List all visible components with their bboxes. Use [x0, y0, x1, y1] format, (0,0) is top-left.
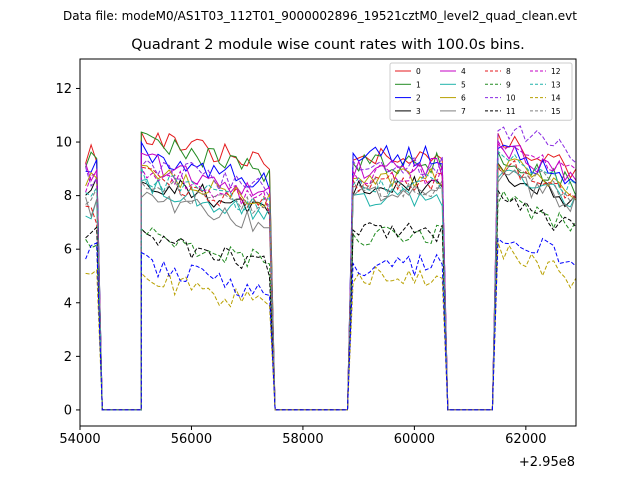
legend-label-12: 12	[551, 67, 561, 76]
plot-area	[79, 58, 577, 427]
y-tick-label: 2	[64, 350, 72, 365]
series-line-15	[85, 164, 577, 411]
legend-label-3: 3	[416, 107, 421, 116]
series-line-2d	[85, 237, 577, 411]
legend-label-10: 10	[506, 94, 516, 103]
y-tick-label: 6	[64, 243, 72, 258]
legend-label-9: 9	[506, 80, 511, 89]
x-tick-label: 62000	[505, 432, 546, 447]
data-file-suptitle: Data file: modeM0/AS1T03_112T01_90000028…	[63, 9, 577, 23]
y-tick-label: 10	[55, 136, 72, 151]
x-tick-label: 54000	[59, 432, 100, 447]
legend-label-5: 5	[461, 80, 466, 89]
y-tick-label: 0	[64, 403, 72, 418]
legend-label-7: 7	[461, 107, 466, 116]
y-axis: 0 2 4 6 8 10 12	[55, 82, 80, 418]
y-tick-label: 4	[64, 296, 72, 311]
legend-label-14: 14	[551, 94, 561, 103]
x-offset-label: +2.95e8	[519, 455, 575, 470]
legend-label-15: 15	[551, 107, 561, 116]
legend-label-8: 8	[506, 67, 511, 76]
legend-label-13: 13	[551, 80, 561, 89]
legend-label-4: 4	[461, 67, 466, 76]
chart-title: Quadrant 2 module wise count rates with …	[131, 37, 525, 53]
y-tick-label: 8	[64, 189, 72, 204]
legend-label-11: 11	[506, 107, 516, 116]
x-tick-label: 56000	[171, 432, 212, 447]
x-tick-label: 58000	[282, 432, 323, 447]
x-axis: 54000 56000 58000 60000 62000	[59, 426, 547, 447]
legend-label-1: 1	[416, 80, 421, 89]
legend-label-2: 2	[416, 94, 421, 103]
legend-box	[389, 62, 573, 121]
legend-label-6: 6	[461, 94, 466, 103]
plot-frame	[79, 58, 577, 427]
x-tick-label: 60000	[394, 432, 435, 447]
legend-label-0: 0	[416, 67, 421, 76]
y-tick-label: 12	[55, 82, 72, 97]
